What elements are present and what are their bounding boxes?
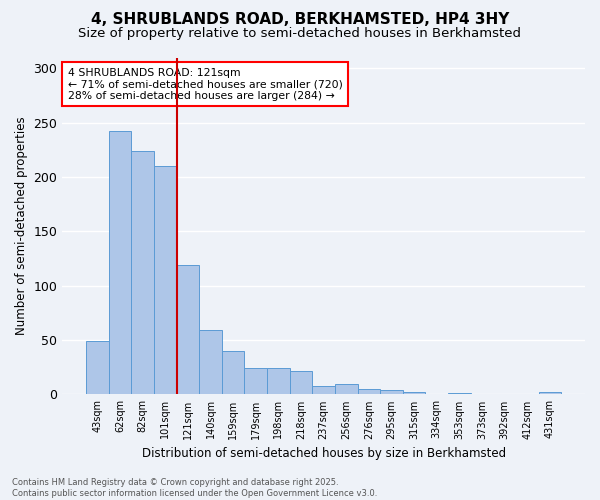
X-axis label: Distribution of semi-detached houses by size in Berkhamsted: Distribution of semi-detached houses by … — [142, 447, 506, 460]
Text: Contains HM Land Registry data © Crown copyright and database right 2025.
Contai: Contains HM Land Registry data © Crown c… — [12, 478, 377, 498]
Bar — [154, 166, 176, 394]
Bar — [176, 265, 199, 394]
Bar — [358, 389, 380, 394]
Text: Size of property relative to semi-detached houses in Berkhamsted: Size of property relative to semi-detach… — [79, 28, 521, 40]
Bar — [222, 351, 244, 395]
Bar — [380, 390, 403, 394]
Bar — [539, 392, 561, 394]
Text: 4, SHRUBLANDS ROAD, BERKHAMSTED, HP4 3HY: 4, SHRUBLANDS ROAD, BERKHAMSTED, HP4 3HY — [91, 12, 509, 28]
Bar — [290, 370, 313, 394]
Text: 4 SHRUBLANDS ROAD: 121sqm
← 71% of semi-detached houses are smaller (720)
28% of: 4 SHRUBLANDS ROAD: 121sqm ← 71% of semi-… — [68, 68, 343, 101]
Bar — [335, 384, 358, 394]
Bar — [199, 330, 222, 394]
Y-axis label: Number of semi-detached properties: Number of semi-detached properties — [15, 116, 28, 336]
Bar — [403, 392, 425, 394]
Bar — [86, 341, 109, 394]
Bar — [267, 368, 290, 394]
Bar — [313, 386, 335, 394]
Bar — [244, 368, 267, 394]
Bar — [131, 151, 154, 394]
Bar — [109, 132, 131, 394]
